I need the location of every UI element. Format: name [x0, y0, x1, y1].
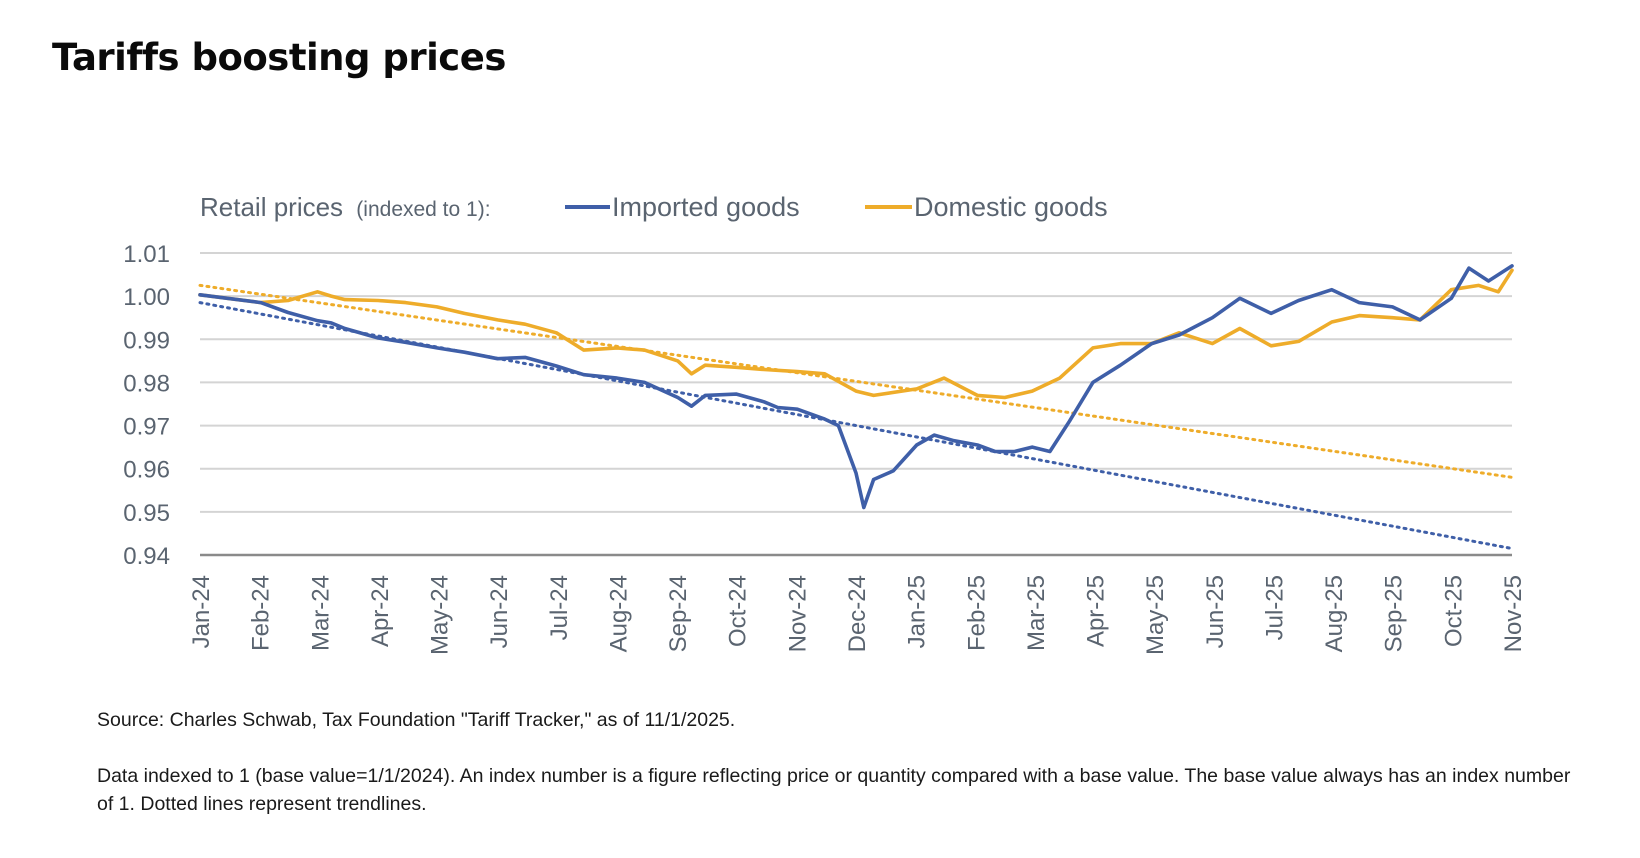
x-tick-label: Oct-24 [725, 575, 752, 647]
x-tick-label: Apr-25 [1083, 575, 1110, 647]
y-tick-label: 1.01 [123, 241, 170, 268]
x-tick-label: Mar-24 [307, 575, 334, 651]
x-tick-label: May-25 [1142, 575, 1169, 655]
trendline-imported [198, 301, 1514, 551]
y-tick-label: 0.99 [123, 327, 170, 354]
x-tick-label: Oct-25 [1440, 575, 1467, 647]
trendlines [198, 283, 1514, 551]
x-tick-label: Jun-25 [1202, 575, 1229, 648]
legend-label-imported: Imported goods [612, 192, 800, 222]
y-tick-label: 0.97 [123, 414, 170, 441]
x-tick-label: Sep-25 [1381, 575, 1408, 652]
x-tick-label: Nov-24 [784, 575, 811, 652]
y-tick-label: 0.96 [123, 457, 170, 484]
x-tick-label: Aug-24 [605, 575, 632, 652]
series-line-imported [198, 264, 1514, 510]
x-tick-label: Jul-24 [546, 575, 573, 640]
source-note: Source: Charles Schwab, Tax Foundation "… [97, 709, 736, 731]
x-tick-label: Jul-25 [1261, 575, 1288, 640]
x-tick-label: Jan-24 [188, 575, 215, 648]
series-lines [198, 264, 1514, 510]
legend-prefix-main: Retail prices [200, 192, 343, 222]
series-line-domestic [198, 268, 1514, 400]
grid-lines [200, 252, 1512, 557]
x-tick-label: Dec-24 [844, 575, 871, 652]
line-chart: Retail prices (indexed to 1): Imported g… [123, 192, 1527, 655]
x-axis: Jan-24 Feb-24 Mar-24 Apr-24 May-24 Jun-24 Jul-… [188, 575, 1527, 655]
legend-label-domestic: Domestic goods [914, 192, 1108, 222]
x-tick-label: May-24 [427, 575, 454, 655]
x-tick-label: Apr-24 [367, 575, 394, 647]
x-tick-label: Sep-24 [665, 575, 692, 652]
legend-prefix-note: (indexed to 1): [356, 198, 490, 221]
y-tick-label: 1.00 [123, 284, 170, 311]
legend-prefix: Retail prices (indexed to 1): [200, 192, 491, 222]
x-tick-label: Feb-25 [963, 575, 990, 651]
y-tick-label: 0.98 [123, 370, 170, 397]
x-tick-label: Jun-24 [486, 575, 513, 648]
x-tick-label: Jan-25 [904, 575, 931, 648]
methodology-note: Data indexed to 1 (base value=1/1/2024).… [97, 765, 1571, 815]
y-tick-label: 0.94 [123, 543, 170, 570]
y-axis: 1.01 1.00 0.99 0.98 0.97 0.96 0.95 0.94 [123, 241, 170, 570]
x-tick-label: Feb-24 [248, 575, 275, 651]
trendline-domestic [198, 283, 1514, 479]
y-tick-label: 0.95 [123, 500, 170, 527]
page-title: Tariffs boosting prices [52, 36, 506, 79]
x-tick-label: Mar-25 [1023, 575, 1050, 651]
x-tick-label: Aug-25 [1321, 575, 1348, 652]
chart-legend: Retail prices (indexed to 1): Imported g… [200, 192, 1108, 222]
x-tick-label: Nov-25 [1500, 575, 1527, 652]
